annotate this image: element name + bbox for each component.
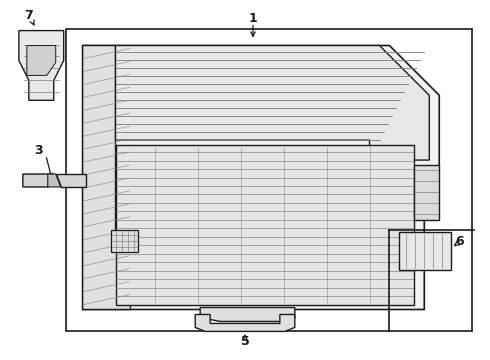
Polygon shape [415, 165, 439, 220]
Polygon shape [56, 174, 86, 187]
Polygon shape [48, 174, 61, 187]
Polygon shape [83, 45, 130, 310]
Text: 1: 1 [248, 12, 257, 25]
Text: 2: 2 [305, 74, 314, 87]
Polygon shape [23, 174, 53, 187]
Polygon shape [116, 145, 415, 305]
Text: 5: 5 [241, 335, 249, 348]
Text: 3: 3 [34, 144, 43, 157]
Polygon shape [83, 45, 439, 310]
Text: 4: 4 [86, 231, 95, 244]
Polygon shape [27, 45, 56, 75]
Bar [66, 28, 472, 332]
Polygon shape [116, 45, 429, 160]
Bar [111, 230, 138, 252]
Bar [399, 232, 451, 270]
Polygon shape [19, 31, 64, 100]
Polygon shape [200, 307, 295, 321]
Text: 6: 6 [455, 235, 464, 248]
Text: 7: 7 [24, 9, 33, 22]
Polygon shape [195, 315, 295, 332]
